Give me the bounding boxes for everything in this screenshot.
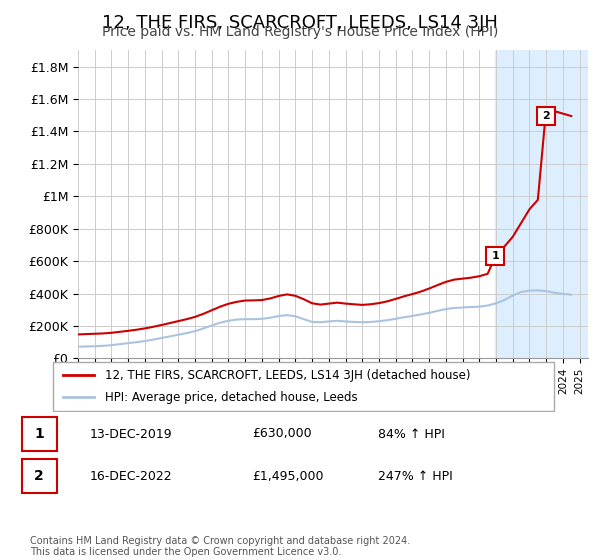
Text: 2: 2 <box>34 469 44 483</box>
Text: 247% ↑ HPI: 247% ↑ HPI <box>378 470 453 483</box>
Bar <box>496 50 588 358</box>
Text: 2: 2 <box>542 111 550 121</box>
Text: 12, THE FIRS, SCARCROFT, LEEDS, LS14 3JH: 12, THE FIRS, SCARCROFT, LEEDS, LS14 3JH <box>102 14 498 32</box>
Text: HPI: Average price, detached house, Leeds: HPI: Average price, detached house, Leed… <box>105 391 358 404</box>
Text: 12, THE FIRS, SCARCROFT, LEEDS, LS14 3JH (detached house): 12, THE FIRS, SCARCROFT, LEEDS, LS14 3JH… <box>105 369 470 382</box>
Text: 84% ↑ HPI: 84% ↑ HPI <box>378 427 445 441</box>
Text: 1: 1 <box>34 427 44 441</box>
Text: £630,000: £630,000 <box>252 427 311 441</box>
Text: Contains HM Land Registry data © Crown copyright and database right 2024.
This d: Contains HM Land Registry data © Crown c… <box>30 535 410 557</box>
Text: £1,495,000: £1,495,000 <box>252 470 323 483</box>
Text: 1: 1 <box>491 251 499 262</box>
Text: 13-DEC-2019: 13-DEC-2019 <box>90 427 173 441</box>
FancyBboxPatch shape <box>22 459 57 493</box>
FancyBboxPatch shape <box>22 417 57 451</box>
Text: Price paid vs. HM Land Registry's House Price Index (HPI): Price paid vs. HM Land Registry's House … <box>102 25 498 39</box>
FancyBboxPatch shape <box>53 362 554 410</box>
Text: 16-DEC-2022: 16-DEC-2022 <box>90 470 173 483</box>
